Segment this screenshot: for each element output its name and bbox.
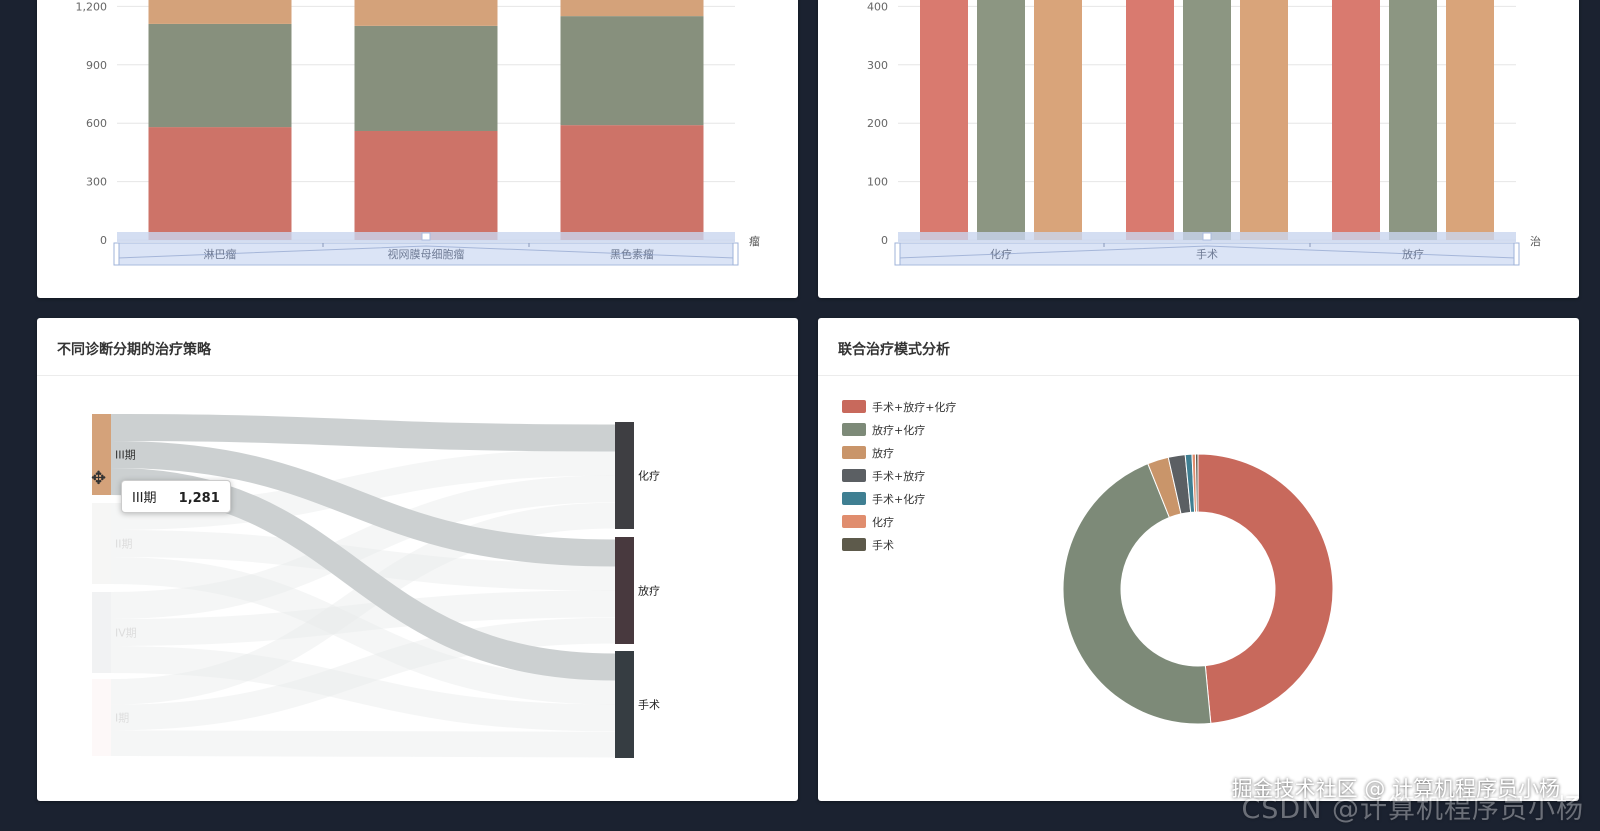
datazoom-handle-right (1513, 242, 1520, 266)
sankey-source-node (92, 592, 111, 673)
sankey-source-node (92, 414, 111, 495)
legend-label: 手术 (872, 538, 894, 552)
sankey-link-faded (110, 590, 616, 646)
legend-swatch (842, 446, 866, 459)
datazoom-handle-left (894, 242, 901, 266)
sankey-link-faded (110, 617, 616, 731)
bar-segment (560, 125, 704, 240)
panel-title: 联合治疗模式分析 (818, 318, 1579, 376)
bar-segment (354, 130, 498, 240)
combined-therapy-donut-panel: 联合治疗模式分析 手术+放疗+化疗 放疗+化疗放疗手术+放疗手术+化疗化疗手术 (818, 318, 1579, 801)
legend-label: 放疗 (872, 446, 894, 460)
x-category-label: 淋巴瘤 (204, 247, 237, 261)
bar (1034, 0, 1082, 240)
bar-segment (148, 0, 292, 24)
legend-swatch (842, 469, 866, 482)
bar-segment (148, 127, 292, 240)
y-tick-label: 200 (867, 117, 888, 130)
bar (977, 0, 1025, 240)
x-category-label: 手术 (1196, 247, 1218, 261)
datazoom-grip-icon (421, 232, 431, 241)
datazoom-handle-right (732, 242, 739, 266)
move-cursor-icon: ✥ (91, 468, 107, 489)
sankey-target-node (615, 537, 634, 644)
grouped-bar-chart: 0100200300400500化疗手术放疗治 (867, 0, 1541, 266)
datazoom-grip-icon (1202, 232, 1212, 241)
sankey-link-faded (110, 502, 616, 705)
legend-swatch (842, 492, 866, 505)
sankey-link-faded (110, 646, 616, 732)
legend-label: 手术+放疗 (872, 469, 925, 483)
y-tick-label: 400 (867, 0, 888, 13)
y-tick-label: 300 (86, 176, 107, 189)
bar (1446, 0, 1494, 240)
bar-segment (148, 23, 292, 128)
sankey-target-label: 化疗 (638, 469, 660, 483)
sankey-source-node (92, 679, 111, 756)
legend-label: 化疗 (872, 515, 894, 529)
legend-swatch (842, 515, 866, 528)
bar (1389, 0, 1437, 240)
panel-title: 不同诊断分期的治疗策略 (37, 318, 798, 376)
legend-label: 手术+化疗 (872, 492, 925, 506)
sankey-source-label: IV期 (115, 627, 137, 640)
bar (1240, 0, 1288, 240)
donut-slice (1062, 463, 1212, 725)
sankey-source-node (92, 503, 111, 584)
sankey-link-highlighted (110, 441, 616, 567)
sankey-source-label: I期 (115, 712, 129, 725)
bar-segment (354, 0, 498, 26)
sankey-source-label: III期 (115, 449, 136, 462)
legend-swatch (842, 400, 866, 413)
sankey-link-faded (110, 475, 616, 619)
datazoom-handle-left (113, 242, 120, 266)
y-tick-label: 100 (867, 176, 888, 189)
bar-segment (354, 25, 498, 131)
y-tick-label: 0 (881, 234, 888, 247)
tooltip-name: III期 (132, 491, 157, 506)
legend-swatch (842, 423, 866, 436)
y-tick-label: 600 (86, 117, 107, 130)
donut-slice (1197, 453, 1334, 724)
sankey-target-label: 手术 (638, 698, 660, 712)
x-axis-name: 治 (1530, 234, 1541, 248)
sankey-target-label: 放疗 (638, 584, 660, 598)
sankey-link-faded (110, 730, 616, 758)
x-category-label: 放疗 (1402, 247, 1424, 261)
datazoom-shadow (897, 245, 1517, 259)
donut-slice (1194, 453, 1199, 513)
bar (1332, 0, 1380, 240)
y-tick-label: 300 (867, 59, 888, 72)
sankey-link-highlighted (110, 414, 616, 452)
y-tick-label: 900 (86, 59, 107, 72)
sankey-target-node (615, 651, 634, 758)
bar (1126, 0, 1174, 240)
stage-treatment-sankey-panel: 不同诊断分期的治疗策略 III期 II期 IV期 I期 化疗放疗手术 ✥ III期 1,… (37, 318, 798, 801)
x-category-label: 化疗 (990, 247, 1012, 261)
bar (920, 0, 968, 240)
sankey-source-label: II期 (115, 538, 133, 551)
sankey-tooltip: III期 1,281 (121, 480, 231, 513)
x-category-label: 视网膜母细胞瘤 (388, 247, 465, 261)
legend-label: 手术+放疗+化疗 (872, 400, 956, 414)
bar-segment (560, 16, 704, 126)
x-axis-name: 瘤 (749, 234, 760, 248)
bar-segment (560, 0, 704, 17)
treatment-grouped-bar-panel: 0100200300400500化疗手术放疗治 (818, 0, 1579, 298)
y-tick-label: 1,200 (76, 0, 108, 13)
sankey-link-faded (110, 557, 616, 705)
x-category-label: 黑色素瘤 (610, 247, 654, 261)
legend-swatch (842, 538, 866, 551)
legend-label: 放疗+化疗 (872, 423, 925, 437)
tooltip-value: 1,281 (178, 491, 220, 506)
sankey-target-node (615, 422, 634, 529)
datazoom-shadow (116, 245, 736, 259)
bar (1183, 0, 1231, 240)
y-tick-label: 0 (100, 234, 107, 247)
